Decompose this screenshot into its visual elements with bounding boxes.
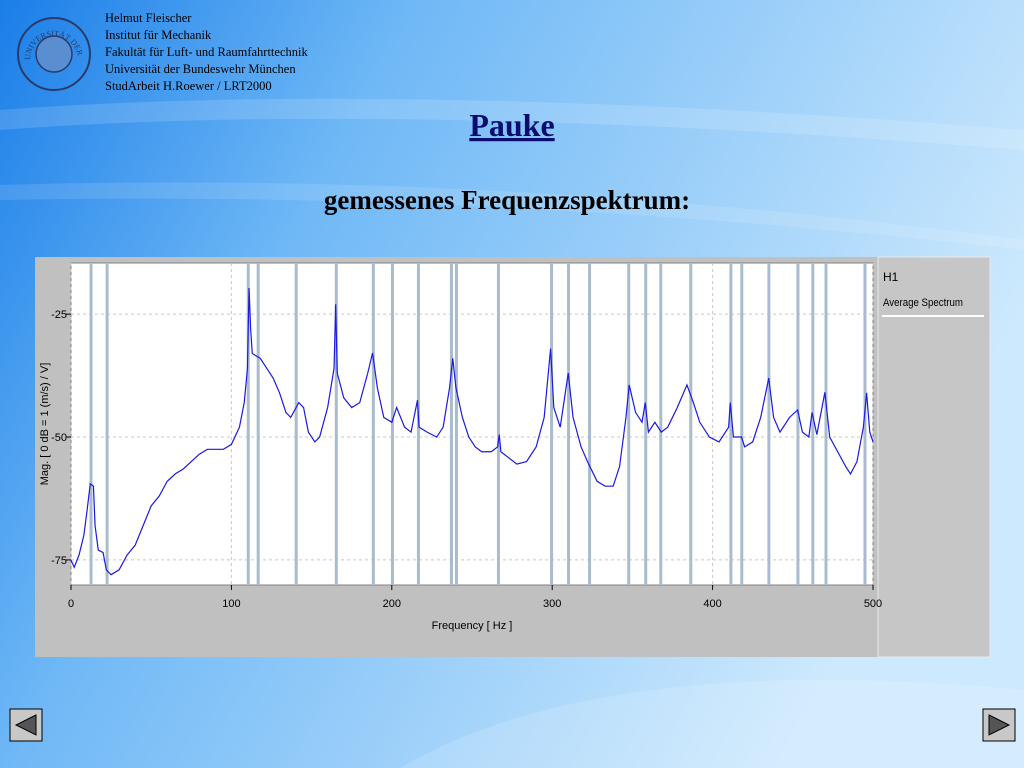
header-line: Universität der Bundeswehr München [105,62,296,76]
x-axis-label: Frequency [ Hz ] [432,620,513,632]
spectrum-line [70,288,874,576]
x-tick-label: 100 [222,598,240,610]
legend-entry: Average Spectrum [883,298,963,310]
nav-prev[interactable] [9,708,43,742]
slide-subtitle: gemessenes Frequenzspektrum: [324,185,690,215]
y-tick-label: -75 [51,555,67,567]
decor-swoosh [400,679,1024,768]
y-axis-label: Mag. [ 0 dB = 1 (m/s) / V] [39,363,51,486]
nav-prev-arrow [14,714,37,736]
x-tick-label: 500 [864,598,882,610]
y-tick-label: -50 [51,432,67,444]
nav-next-arrow [988,714,1011,736]
plot-area [70,262,874,586]
logo-ring [17,17,91,91]
x-tick-label: 300 [543,598,561,610]
header-line: StudArbeit H.Roewer / LRT2000 [105,79,272,93]
header-line: Helmut Fleischer [105,11,192,25]
legend-panel [877,256,991,658]
y-tick-label: -25 [51,309,67,321]
legend-title: H1 [883,270,899,284]
x-tick-label: 0 [68,598,74,610]
decor-swoosh [0,98,1024,150]
header-line: Institut für Mechanik [105,28,212,42]
slide-title: Pauke [469,107,554,143]
logo-center [35,35,73,73]
nav-next[interactable] [982,708,1016,742]
decor-swoosh [0,182,1024,250]
x-tick-label: 200 [383,598,401,610]
header-line: Fakultät für Luft- und Raumfahrttechnik [105,45,308,59]
x-tick-label: 400 [703,598,721,610]
